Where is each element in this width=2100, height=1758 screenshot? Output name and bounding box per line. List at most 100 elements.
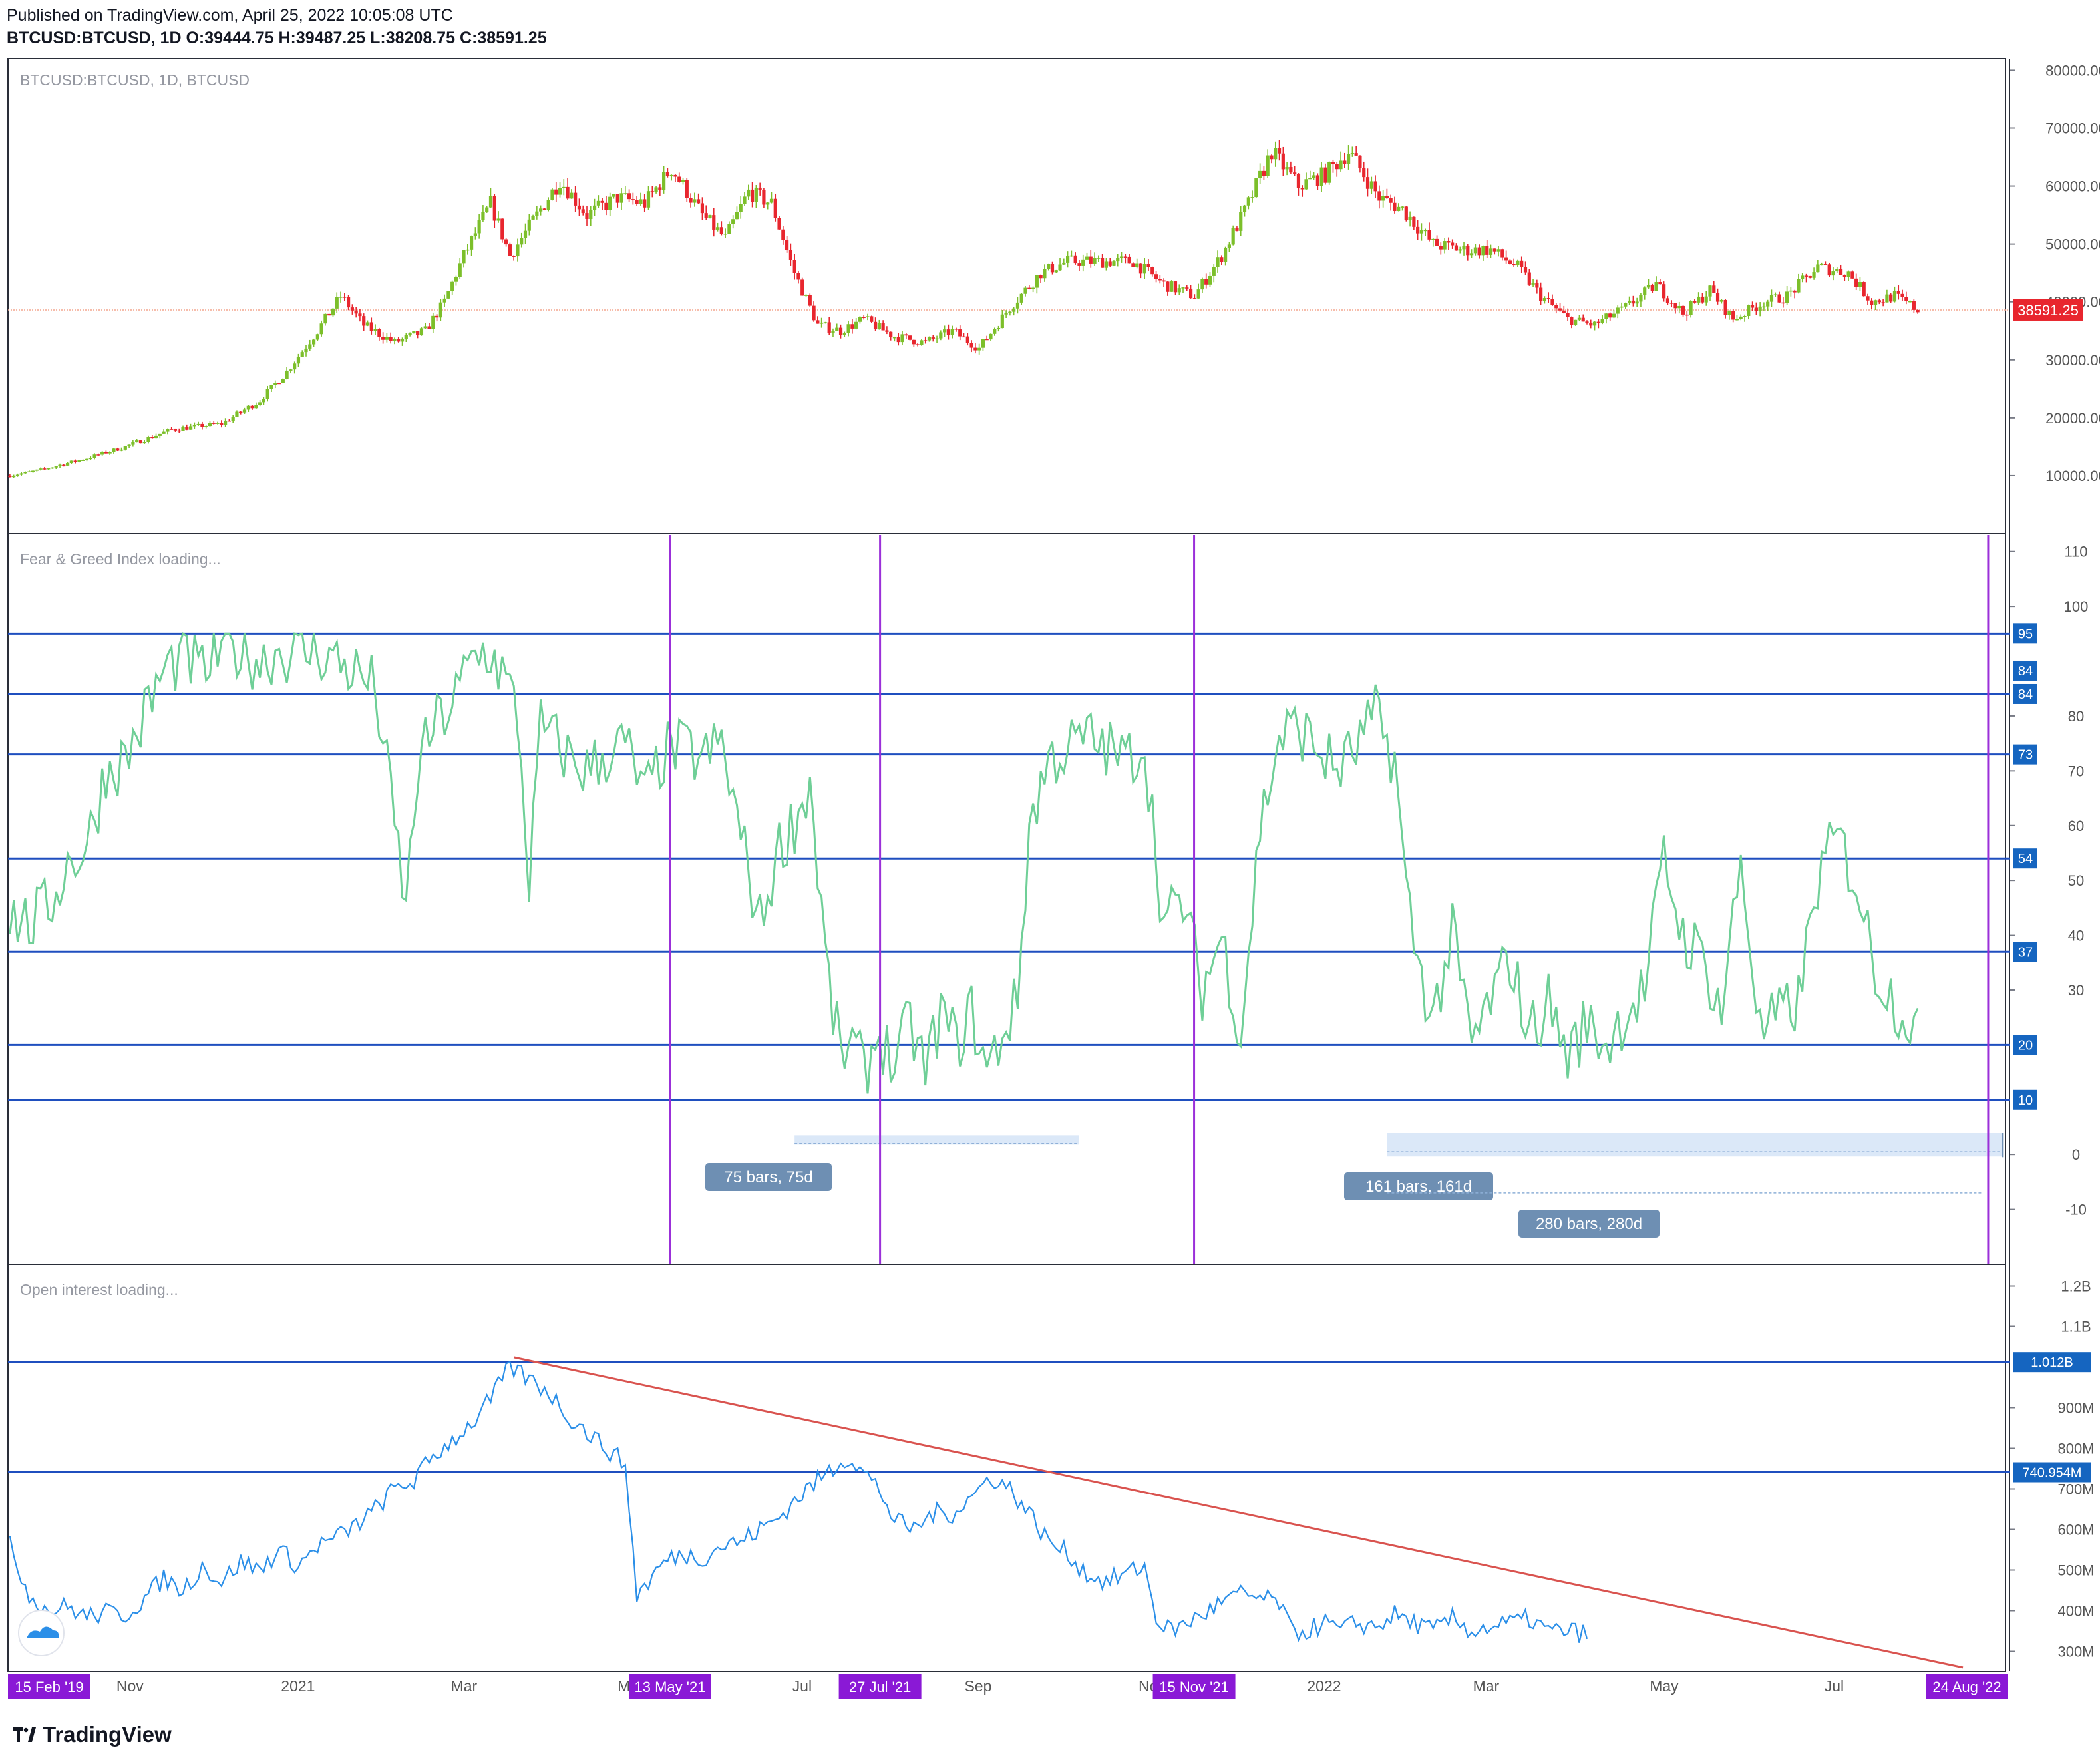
candle-body — [1393, 202, 1397, 212]
ohlc-line: BTCUSD:BTCUSD, 1D O:39444.75 H:39487.25 … — [7, 27, 547, 49]
candle-body — [831, 331, 835, 333]
candle-body — [920, 340, 924, 345]
candle-body — [446, 291, 450, 299]
tradingview-brand[interactable]: TradingView — [13, 1722, 172, 1747]
candle-body — [596, 200, 600, 206]
candle-body — [823, 322, 828, 323]
candle-body — [912, 339, 916, 345]
candle-body — [1000, 314, 1004, 328]
candle-body — [304, 348, 308, 353]
candle-body — [1119, 256, 1124, 258]
candle-body — [50, 467, 55, 469]
candle-body — [1596, 321, 1600, 323]
candle-body — [908, 335, 912, 340]
candle-body — [785, 240, 789, 250]
close-label: C: — [459, 29, 478, 47]
candle-body — [1039, 275, 1043, 279]
candle-body — [854, 321, 858, 329]
candle-body — [1069, 255, 1073, 257]
candle-body — [1062, 262, 1066, 265]
candle-body — [1916, 309, 1920, 313]
candle-body — [566, 186, 570, 199]
candle-body — [739, 204, 743, 212]
axis-tick-label: 400M — [2057, 1603, 2094, 1620]
candle-body — [1719, 299, 1723, 302]
axis-tick-label: 800M — [2057, 1441, 2094, 1457]
candle-body — [1443, 241, 1447, 250]
candle-body — [158, 433, 162, 436]
candle-body — [488, 196, 493, 208]
candle-body — [1473, 247, 1477, 254]
candle-body — [1669, 303, 1673, 304]
candle-body — [1123, 256, 1127, 258]
candle-body — [1689, 301, 1693, 315]
measure-label-box — [705, 1163, 832, 1191]
candle-body — [1138, 263, 1143, 274]
candle-body — [1308, 178, 1312, 180]
candle-body — [1104, 261, 1109, 268]
date-badge — [1926, 1674, 2008, 1699]
candle-body — [816, 320, 820, 324]
candle-body — [862, 317, 866, 319]
candle-body — [1485, 246, 1489, 255]
candle-body — [442, 298, 446, 303]
candle-body — [523, 230, 528, 238]
candle-body — [1350, 153, 1354, 154]
candle-body — [358, 313, 362, 317]
candle-body — [1492, 248, 1496, 252]
measure-label: 75 bars, 75d — [724, 1168, 812, 1186]
candle-body — [469, 236, 474, 250]
date-badge — [628, 1674, 711, 1699]
candle-body — [1047, 264, 1051, 269]
axis-tick-label: 80 — [2068, 708, 2084, 725]
candle-body — [585, 213, 589, 220]
candle-body — [904, 334, 908, 336]
candle-body — [935, 338, 939, 340]
candle-body — [1743, 316, 1747, 317]
candle-body — [1015, 302, 1020, 309]
axis-tick-label: 700M — [2057, 1481, 2094, 1498]
candle-body — [1142, 264, 1146, 274]
candle-body — [1004, 313, 1008, 315]
candle-body — [1624, 303, 1628, 307]
published-line: Published on TradingView.com, April 25, … — [7, 6, 453, 25]
candle-body — [108, 452, 112, 454]
candle-body — [1296, 174, 1301, 188]
candle-body — [719, 227, 723, 234]
level-label: 20 — [2018, 1038, 2033, 1053]
candle-body — [1389, 198, 1393, 203]
date-badge — [8, 1674, 90, 1699]
candle-body — [43, 468, 47, 470]
candle-body — [1362, 168, 1366, 178]
candle-body — [762, 190, 766, 205]
candle-body — [1562, 310, 1566, 313]
candle-body — [477, 220, 481, 234]
time-tick-label: Mar — [451, 1677, 478, 1695]
candle-body — [985, 339, 989, 341]
candle-body — [542, 208, 547, 210]
candle-body — [1850, 271, 1854, 279]
level-label: 73 — [2018, 748, 2033, 763]
candle-body — [1781, 302, 1785, 304]
candle-body — [508, 244, 512, 256]
candle-body — [1023, 287, 1027, 294]
level-label: 84 — [2018, 687, 2033, 702]
candle-body — [485, 207, 489, 212]
candle-body — [1323, 167, 1327, 183]
axis-tick-label: 300M — [2057, 1644, 2094, 1660]
candle-body — [1170, 281, 1174, 292]
axis-tick-label: 40 — [2068, 928, 2084, 944]
axis-tick-label: -10 — [2065, 1202, 2087, 1218]
candle-body — [1354, 153, 1358, 156]
low-label: L: — [370, 29, 386, 47]
level-badge — [2013, 1089, 2037, 1110]
candle-body — [927, 337, 932, 341]
candle-body — [1339, 160, 1343, 170]
candle-body — [1496, 249, 1500, 252]
candle-body — [112, 448, 116, 452]
candle-body — [1546, 298, 1550, 299]
candle-body — [220, 423, 224, 425]
candle-body — [1439, 246, 1443, 250]
candle-body — [658, 187, 662, 190]
